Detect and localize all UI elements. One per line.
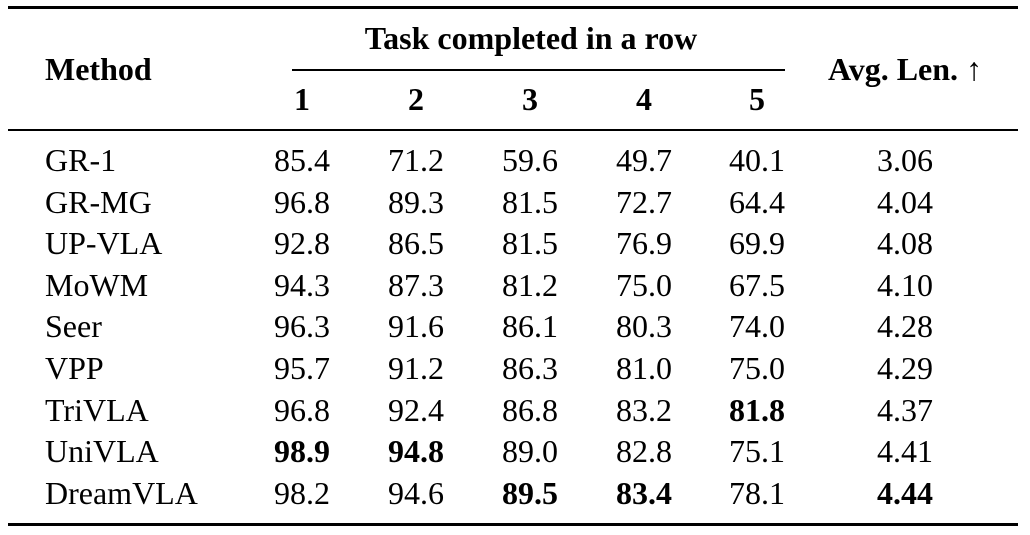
cell-value: 92.4 xyxy=(388,391,444,428)
cell-value: 81.0 xyxy=(616,350,672,386)
method-header: Method xyxy=(45,51,152,87)
method-name: MoWM xyxy=(45,266,149,303)
cell-value: 96.8 xyxy=(274,391,330,428)
cell-value: 81.8 xyxy=(729,391,785,428)
cell-value: 49.7 xyxy=(616,142,672,178)
cell-value: 69.9 xyxy=(729,225,785,262)
cell-value: 75.0 xyxy=(729,350,785,386)
cell-value: 3.06 xyxy=(877,142,933,178)
cell-value: 4.28 xyxy=(877,308,933,345)
cell-value: 72.7 xyxy=(616,183,672,220)
cell-value: 81.5 xyxy=(502,183,558,220)
column-header: 4 xyxy=(636,81,652,117)
cell-value: 96.3 xyxy=(274,308,330,345)
cell-value: 89.3 xyxy=(388,183,444,220)
cell-value: 89.0 xyxy=(502,433,558,470)
cell-value: 89.5 xyxy=(502,474,558,511)
cell-value: 4.44 xyxy=(877,474,933,511)
cell-value: 4.10 xyxy=(877,266,933,303)
avg-header: Avg. Len. ↑ xyxy=(827,51,983,87)
cell-value: 86.1 xyxy=(502,308,558,345)
method-name: GR-1 xyxy=(45,142,117,178)
column-header: 1 xyxy=(294,81,310,117)
method-name: GR-MG xyxy=(45,183,152,220)
group-rule xyxy=(292,69,785,71)
cell-value: 4.41 xyxy=(877,433,933,470)
method-name: VPP xyxy=(45,350,104,386)
cell-value: 75.1 xyxy=(729,433,785,470)
cell-value: 82.8 xyxy=(616,433,672,470)
cell-value: 98.2 xyxy=(274,474,330,511)
top-rule xyxy=(8,6,1018,9)
method-name: UniVLA xyxy=(45,433,159,470)
cell-value: 94.3 xyxy=(274,266,330,303)
method-name: DreamVLA xyxy=(45,474,198,511)
mid-rule xyxy=(8,129,1018,131)
cell-value: 4.29 xyxy=(877,350,933,386)
cell-value: 4.08 xyxy=(877,225,933,262)
column-header: 5 xyxy=(749,81,765,117)
cell-value: 81.5 xyxy=(502,225,558,262)
cell-value: 86.3 xyxy=(502,350,558,386)
cell-value: 59.6 xyxy=(502,142,558,178)
cell-value: 83.4 xyxy=(616,474,672,511)
cell-value: 67.5 xyxy=(729,266,785,303)
cell-value: 74.0 xyxy=(729,308,785,345)
cell-value: 78.1 xyxy=(729,474,785,511)
cell-value: 4.37 xyxy=(877,391,933,428)
bottom-rule xyxy=(8,523,1018,526)
cell-value: 4.04 xyxy=(877,183,933,220)
cell-value: 91.6 xyxy=(388,308,444,345)
group-header: Task completed in a row xyxy=(364,20,698,56)
cell-value: 40.1 xyxy=(729,142,785,178)
column-header: 2 xyxy=(408,81,424,117)
method-name: Seer xyxy=(45,308,102,345)
cell-value: 87.3 xyxy=(388,266,444,303)
cell-value: 81.2 xyxy=(502,266,558,303)
cell-value: 96.8 xyxy=(274,183,330,220)
cell-value: 64.4 xyxy=(729,183,785,220)
cell-value: 94.8 xyxy=(388,433,444,470)
cell-value: 71.2 xyxy=(388,142,444,178)
cell-value: 92.8 xyxy=(274,225,330,262)
cell-value: 94.6 xyxy=(388,474,444,511)
cell-value: 75.0 xyxy=(616,266,672,303)
method-name: UP-VLA xyxy=(45,225,163,262)
cell-value: 86.8 xyxy=(502,391,558,428)
cell-value: 91.2 xyxy=(388,350,444,386)
cell-value: 80.3 xyxy=(616,308,672,345)
cell-value: 95.7 xyxy=(274,350,330,386)
column-header: 3 xyxy=(522,81,538,117)
cell-value: 76.9 xyxy=(616,225,672,262)
cell-value: 85.4 xyxy=(274,142,330,178)
method-name: TriVLA xyxy=(45,391,149,428)
cell-value: 86.5 xyxy=(388,225,444,262)
cell-value: 98.9 xyxy=(274,433,330,470)
cell-value: 83.2 xyxy=(616,391,672,428)
